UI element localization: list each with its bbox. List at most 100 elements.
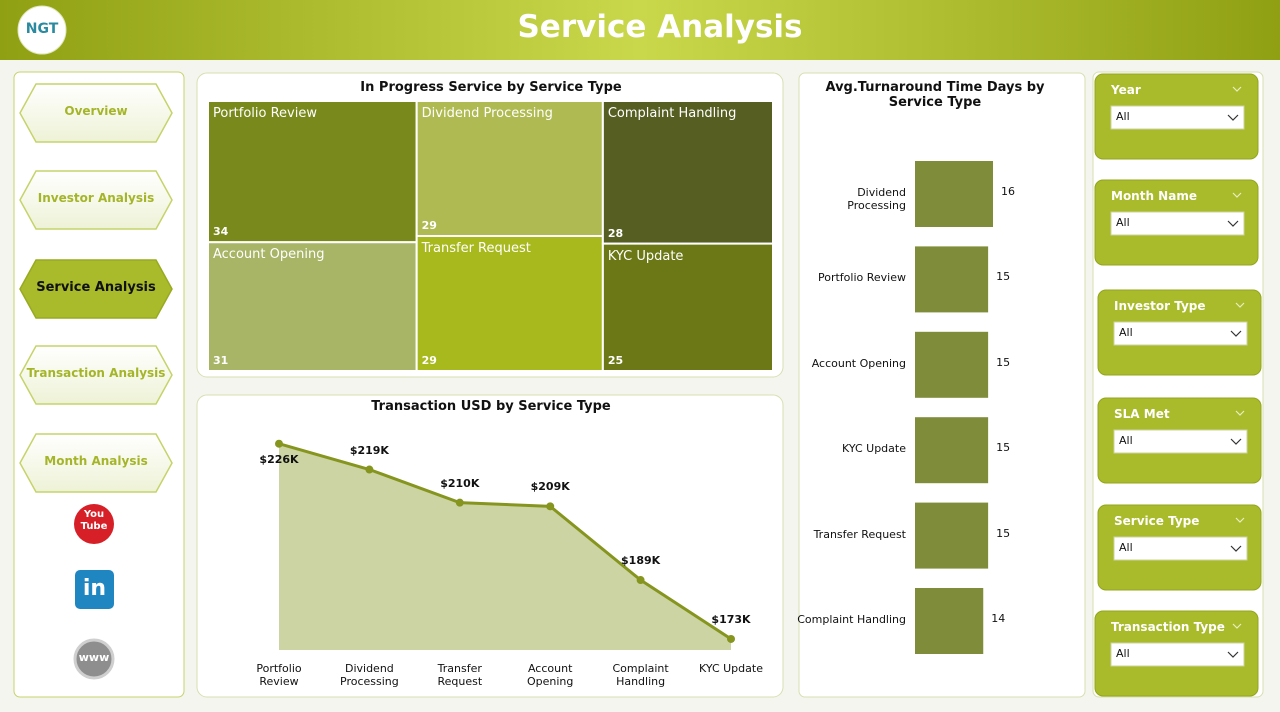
filter-chevron (1235, 410, 1245, 416)
chart-title: Avg.Turnaround Time Days by Service Type (825, 80, 1045, 110)
y-tick-label: Portfolio Review (818, 271, 906, 285)
nav-label[interactable]: Transaction Analysis (26, 366, 166, 380)
filter-label: SLA Met (1114, 407, 1170, 421)
y-tick-label: Complaint Handling (797, 613, 906, 626)
filter-label: Year (1111, 83, 1141, 97)
data-point (275, 439, 283, 448)
chart-title: In Progress Service by Service Type (360, 80, 622, 95)
nav-button[interactable] (19, 345, 173, 405)
nav-label[interactable]: Month Analysis (44, 454, 148, 468)
dropdown-chevron (1230, 438, 1242, 445)
data-label: 15 (996, 270, 1011, 284)
bar (915, 502, 989, 569)
data-label: 15 (996, 441, 1011, 455)
data-label: $210K (440, 476, 480, 490)
nav-label[interactable]: Investor Analysis (37, 191, 155, 205)
y-tick-label: Transfer Request (813, 527, 906, 541)
filter-value[interactable]: All (1119, 326, 1133, 339)
x-tick-label: Portfolio Review (256, 662, 302, 688)
nav-button[interactable] (19, 83, 173, 143)
dropdown-chevron (1227, 114, 1239, 121)
cell-label: Complaint Handling (607, 106, 737, 121)
linkedin-text: in (82, 576, 107, 601)
cell-value: 29 (421, 354, 437, 367)
bar (915, 161, 993, 227)
filter-chevron (1232, 86, 1242, 92)
data-point (636, 576, 645, 585)
filter-label: Investor Type (1114, 299, 1206, 313)
filter-dropdown[interactable] (1110, 105, 1245, 130)
area-fill (279, 443, 731, 650)
filter-panel (1092, 71, 1264, 698)
treemap-cell (601, 242, 775, 372)
chart-title: Transaction USD by Service Type (371, 399, 611, 414)
nav-button[interactable] (19, 259, 173, 319)
treemap-cell (601, 100, 775, 245)
data-label: 16 (1001, 185, 1015, 198)
nav-button[interactable] (19, 170, 173, 230)
nav-label[interactable]: Overview (64, 104, 128, 118)
filter-label: Transaction Type (1111, 620, 1225, 634)
data-label: 15 (996, 526, 1011, 540)
cell-label: Portfolio Review (213, 106, 317, 121)
area-line (278, 442, 732, 641)
data-label: $219K (349, 443, 389, 457)
filter-chevron (1232, 623, 1242, 629)
cell-label: KYC Update (607, 248, 684, 264)
filter-value[interactable]: All (1116, 110, 1130, 123)
filter-chevron (1232, 192, 1242, 198)
x-tick-label: Account Opening (526, 662, 574, 688)
filter-value[interactable]: All (1116, 216, 1130, 229)
filter-dropdown[interactable] (1113, 429, 1248, 454)
filter-dropdown[interactable] (1113, 321, 1248, 346)
dropdown-chevron (1230, 330, 1242, 337)
filter-dropdown[interactable] (1110, 211, 1245, 236)
data-point (365, 465, 374, 474)
data-label: $189K (621, 554, 661, 568)
treemap-cell (415, 100, 604, 237)
bar (915, 331, 989, 398)
nav-label[interactable]: Service Analysis (36, 280, 156, 295)
filter-label: Service Type (1114, 514, 1200, 528)
youtube-text: You Tube (80, 509, 108, 532)
filter-dropdown[interactable] (1113, 536, 1248, 561)
bar (915, 246, 989, 313)
data-label: $226K (259, 452, 299, 466)
x-tick-label: Transfer Request (437, 662, 483, 688)
cell-label: Dividend Processing (421, 106, 553, 121)
data-point (546, 502, 555, 511)
cell-value: 31 (213, 354, 229, 367)
data-point (727, 634, 735, 643)
treemap-cell (207, 100, 418, 244)
treemap-cell (207, 241, 418, 372)
data-point (455, 498, 464, 507)
filter-chevron (1235, 302, 1245, 308)
y-tick-label: Account Opening (811, 356, 906, 370)
cell-value: 25 (607, 354, 624, 367)
dropdown-chevron (1227, 651, 1239, 658)
cell-label: Transfer Request (421, 241, 531, 256)
filter-dropdown[interactable] (1110, 642, 1245, 667)
web-text: www (78, 651, 110, 664)
logo-text: NGT (25, 21, 59, 37)
dropdown-chevron (1227, 220, 1239, 227)
filter-value[interactable]: All (1119, 434, 1133, 447)
data-label: 14 (991, 612, 1006, 625)
data-label: $209K (530, 480, 570, 494)
linkedin-icon[interactable] (75, 570, 114, 609)
cell-value: 34 (213, 225, 229, 239)
dropdown-chevron (1230, 545, 1242, 552)
data-label: $173K (711, 612, 751, 626)
y-tick-label: KYC Update (842, 442, 906, 456)
filter-chevron (1235, 517, 1245, 523)
filter-value[interactable]: All (1116, 647, 1130, 660)
page-title: Service Analysis (517, 9, 803, 45)
logo-circle (17, 5, 67, 55)
x-tick-label: Dividend Processing (340, 662, 399, 688)
youtube-icon[interactable] (74, 504, 114, 544)
filter-value[interactable]: All (1119, 541, 1133, 554)
x-tick-label: KYC Update (699, 662, 763, 675)
nav-button[interactable] (19, 433, 173, 493)
web-icon[interactable] (73, 638, 115, 680)
